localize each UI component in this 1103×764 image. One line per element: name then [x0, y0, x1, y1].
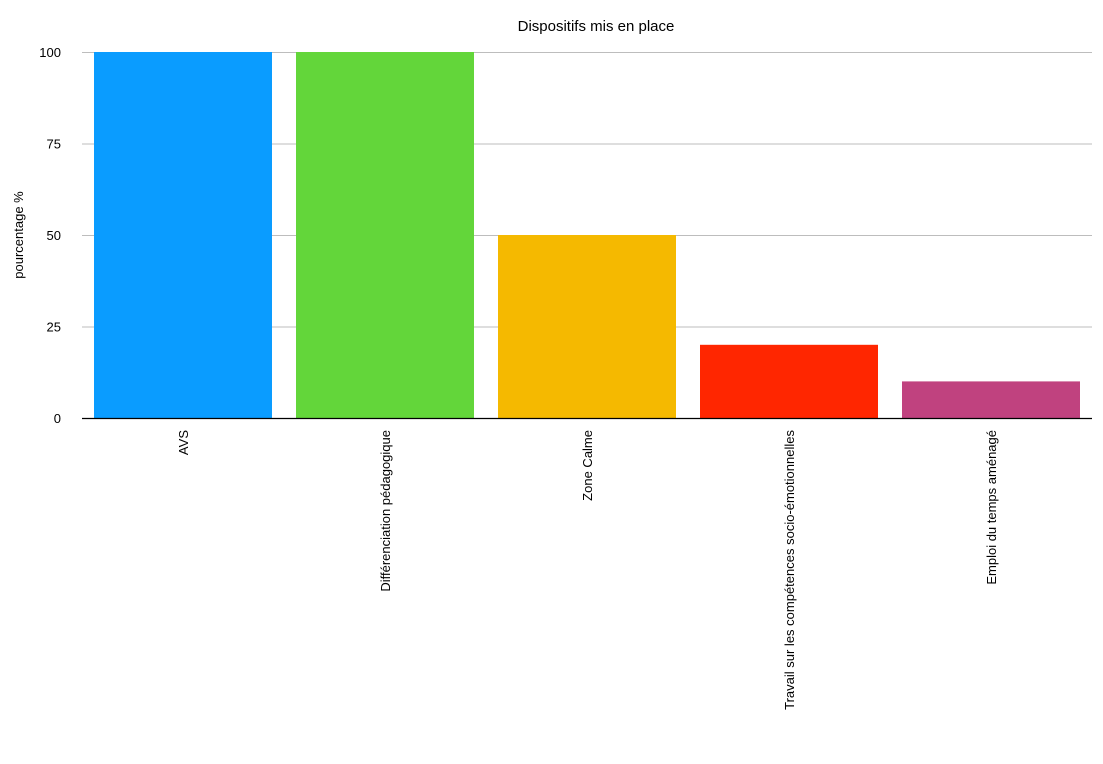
y-tick-label: 50	[47, 228, 61, 243]
x-tick-label: Zone Calme	[580, 430, 595, 501]
x-tick-label: Différenciation pédagogique	[378, 430, 393, 592]
y-tick-label: 75	[47, 137, 61, 152]
bar-4	[902, 381, 1080, 418]
x-tick-label: Travail sur les compétences socio-émotio…	[782, 430, 797, 710]
x-tick-label: Emploi du temps aménagé	[984, 430, 999, 585]
bar-1	[296, 52, 474, 418]
y-tick-labels: 0 25 50 75 100	[39, 45, 61, 426]
y-tick-label: 100	[39, 45, 61, 60]
chart-title: Dispositifs mis en place	[518, 18, 675, 35]
x-tick-labels: AVS Différenciation pédagogique Zone Calme…	[176, 430, 999, 710]
y-axis-label: pourcentage %	[11, 191, 26, 279]
bar-3	[700, 344, 878, 418]
x-tick-label: AVS	[176, 430, 191, 455]
bar-0	[94, 52, 272, 418]
bar-2	[498, 235, 676, 418]
bars	[94, 52, 1080, 418]
y-tick-label: 25	[47, 320, 61, 335]
y-tick-label: 0	[54, 411, 61, 426]
